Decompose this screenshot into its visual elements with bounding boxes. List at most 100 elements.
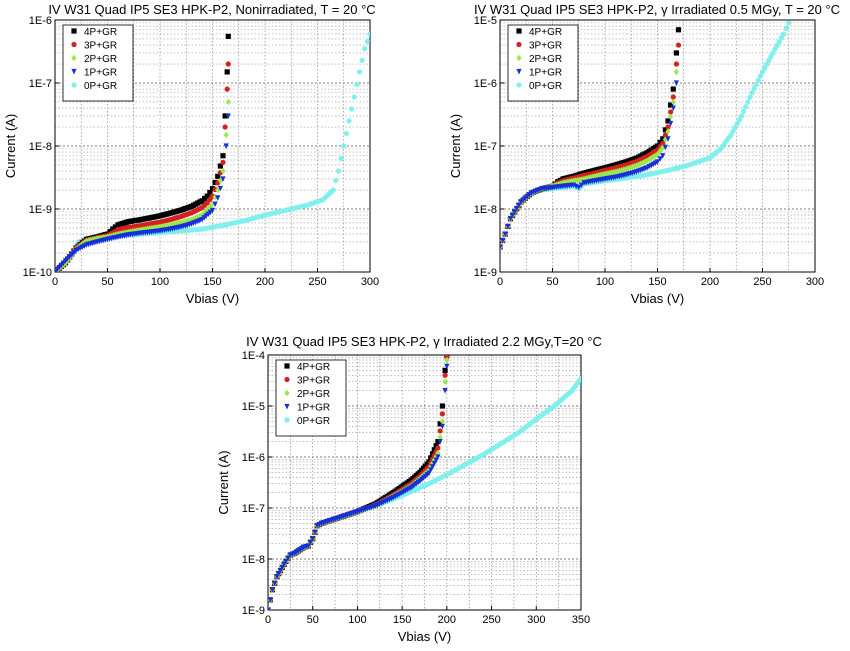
legend-label: 2P+GR [529,54,562,65]
legend-label: 1P+GR [297,403,330,414]
legend-marker [71,28,77,34]
x-tick-label: 0 [497,276,503,288]
legend-label: 1P+GR [529,68,562,79]
data-point [431,447,437,453]
data-point [670,94,676,100]
data-point [502,231,508,238]
data-point [665,136,671,142]
legend-label: 3P+GR [529,41,562,52]
data-point [751,85,757,92]
data-point [209,207,216,214]
data-point [305,543,311,549]
x-tick-label: 100 [348,614,366,626]
legend-label: 2P+GR [84,54,117,65]
data-point [333,177,339,184]
x-tick-label: 250 [482,614,500,626]
data-point [757,73,764,79]
legend-marker [516,68,522,75]
legend-box [507,24,579,102]
data-point [743,104,749,110]
x-tick-label: 300 [527,614,545,626]
y-tick-label: 1E-5 [474,15,497,27]
data-point [673,68,679,76]
x-tick-label: 350 [572,614,590,626]
data-point [212,201,218,208]
x-tick-label: 100 [596,276,614,288]
legend-marker [516,28,522,34]
data-point [665,124,671,130]
data-point [668,109,674,115]
x-axis-label: Vbias (V) [398,629,451,644]
x-tick-label: 50 [101,276,113,288]
legend-marker [284,376,290,383]
data-point [660,144,666,151]
y-axis-label: Current (A) [3,114,18,178]
x-axis-label: Vbias (V) [631,291,684,306]
data-point [668,120,674,127]
legend-label: 0P+GR [529,81,562,92]
data-point [654,159,661,165]
data-point [269,587,276,593]
data-point [354,81,360,88]
data-point [442,367,448,373]
data-point [783,25,789,32]
legend-marker [71,41,77,48]
y-tick-label: 1E-9 [474,267,497,279]
data-point [335,168,342,174]
legend-box [62,24,134,102]
x-tick-label: 200 [256,276,274,288]
data-point [204,193,210,199]
data-point [110,226,116,232]
legend-label: 3P+GR [297,376,330,387]
data-point [215,173,221,179]
data-point [433,443,439,449]
data-point [668,113,674,120]
data-point [578,375,581,381]
data-point [341,143,347,149]
data-point [433,457,439,464]
data-point [359,57,365,63]
data-point [650,153,656,161]
legend-label: 4P+GR [297,362,330,373]
data-point [442,388,448,394]
data-point [500,237,506,244]
y-tick-label: 1E-4 [242,350,265,362]
y-tick-label: 1E-8 [474,204,497,216]
data-point [435,445,441,451]
data-point [654,151,661,158]
chart-panel-3: IV W31 Quad IP5 SE3 HPK-P2, γ Irradiated… [216,334,602,644]
data-point [435,439,441,445]
data-point [346,118,352,124]
data-point [223,143,229,149]
data-point [437,439,443,445]
data-point [657,139,663,146]
plot-frame [267,354,582,611]
x-tick-label: 250 [308,276,326,288]
data-point [576,184,582,191]
data-point [738,113,745,119]
data-point [222,113,228,119]
data-point [660,136,666,142]
legend: 4P+GR 3P+GR 2P+GR 1P+GR 0P+GR [275,359,347,437]
x-tick-label: 50 [307,614,319,626]
legend-marker [284,417,290,423]
data-point [764,61,770,67]
data-point [338,155,344,162]
chart-panel-2: IV W31 Quad IP5 SE3 HPK-P2, γ Irradiated… [448,2,840,306]
data-point [629,163,635,171]
data-point [207,189,213,196]
data-point [367,31,370,37]
data-point [665,128,671,135]
data-point [646,156,652,163]
data-point [662,144,668,151]
data-point [444,363,450,370]
legend-marker [284,363,290,369]
data-point [283,558,289,565]
y-tick-label: 1E-8 [242,554,265,566]
data-point [426,470,432,477]
y-tick-label: 1E-7 [242,503,265,515]
data-point [749,90,755,96]
data-point [734,120,740,127]
y-tick-label: 1E-6 [474,78,497,90]
data-point [670,98,676,106]
